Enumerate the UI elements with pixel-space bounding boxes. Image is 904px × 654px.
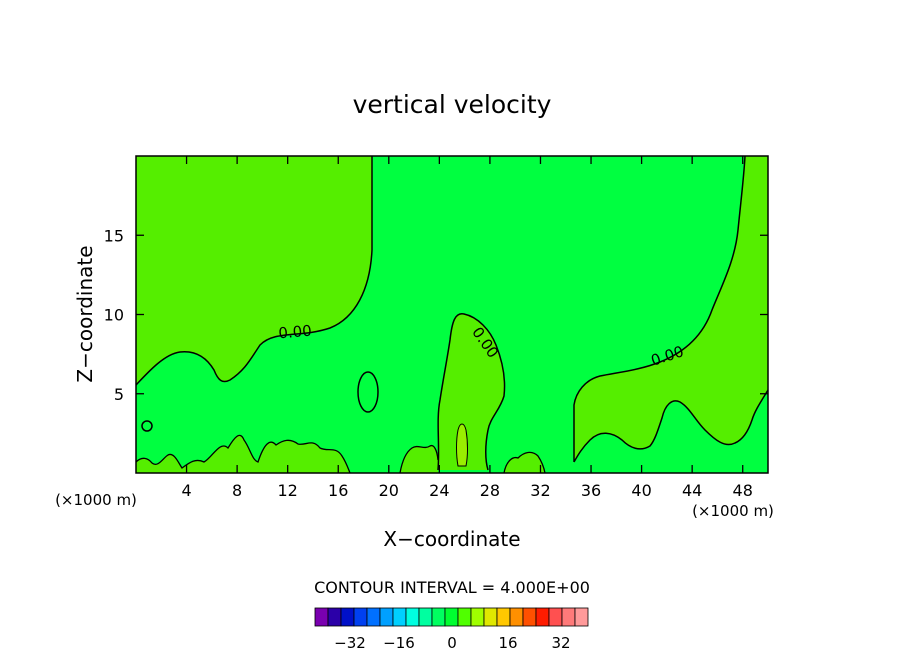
positive-plume-center — [438, 313, 505, 470]
colorbar-swatch — [509, 607, 524, 627]
contour-line-lower-center — [399, 444, 439, 474]
colorbar-tick-label: −16 — [383, 634, 415, 652]
x-tick-label: 16 — [328, 481, 348, 500]
colorbar-swatch — [483, 607, 498, 627]
colorbar-swatch — [340, 607, 355, 627]
colorbar-swatch — [470, 607, 485, 627]
x-tick-label: 48 — [733, 481, 753, 500]
colorbar-swatch — [392, 607, 407, 627]
colorbar-tick-label: −32 — [334, 634, 366, 652]
colorbar-tick-label: 32 — [551, 634, 570, 652]
colorbar-swatch — [327, 607, 342, 627]
colorbar-swatch — [405, 607, 420, 627]
small-positive-core — [456, 424, 468, 466]
colorbar-swatch — [418, 607, 433, 627]
contour-line-core — [456, 423, 468, 467]
x-tick-label: 32 — [530, 481, 550, 500]
y-tick-label: 15 — [104, 226, 124, 245]
colorbar-swatch — [431, 607, 446, 627]
colorbar-ticks: −32 −16 0 16 32 — [334, 634, 570, 652]
colorbar-swatch — [561, 607, 576, 627]
colorbar-swatch — [548, 607, 563, 627]
contour-closed-ellipse — [357, 371, 379, 413]
y-ticks: 5 10 15 — [104, 226, 768, 404]
colorbar-swatch — [522, 607, 537, 627]
chart-title: vertical velocity — [353, 90, 552, 119]
x-tick-label: 44 — [682, 481, 702, 500]
x-axis-label: X−coordinate — [383, 527, 520, 551]
colorbar-swatch — [457, 607, 472, 627]
y-tick-label: 10 — [104, 306, 124, 325]
colorbar-tick-label: 16 — [498, 634, 517, 652]
x-tick-label: 20 — [379, 481, 399, 500]
contour-interval: CONTOUR INTERVAL = 4.000E+00 — [314, 578, 590, 597]
contour-line-lower-center-2 — [503, 451, 546, 474]
x-tick-label: 36 — [581, 481, 601, 500]
x-tick-label: 24 — [429, 481, 449, 500]
x-tick-label: 28 — [480, 481, 500, 500]
x-ticks: 4 8 12 16 20 24 28 32 36 40 44 48 — [181, 156, 753, 500]
colorbar-swatch — [535, 607, 550, 627]
contour-small-ring — [141, 420, 153, 432]
x-unit-right: (×1000 m) — [692, 502, 774, 520]
contour-line-lower-left — [135, 434, 351, 474]
colorbar-swatch — [366, 607, 381, 627]
contour-line-upper-left — [135, 156, 373, 386]
x-tick-label: 12 — [278, 481, 298, 500]
x-tick-label: 8 — [232, 481, 242, 500]
positive-region-lower-center — [400, 445, 438, 473]
positive-region-upper-right — [574, 156, 768, 462]
colorbar-swatch — [379, 607, 394, 627]
x-unit-left: (×1000 m) — [55, 491, 137, 509]
positive-region-upper-left — [136, 156, 372, 385]
contour-line-plume — [437, 313, 506, 471]
colorbar-swatch — [353, 607, 368, 627]
contour-lines — [135, 155, 769, 474]
y-axis-label: Z−coordinate — [73, 245, 97, 382]
positive-region-lower-center-2 — [504, 452, 545, 473]
colorbar-swatch — [444, 607, 459, 627]
contour-label-1: 0.00 — [278, 322, 313, 343]
colorbar-swatch — [314, 607, 329, 627]
y-tick-label: 5 — [114, 385, 124, 404]
colorbar-swatch — [496, 607, 511, 627]
colorbar-swatch — [574, 607, 589, 627]
x-tick-label: 4 — [181, 481, 191, 500]
x-tick-label: 40 — [631, 481, 651, 500]
colorbar — [314, 607, 589, 627]
plot-area: 0.00 0.00 0.00 4 8 12 16 20 24 28 32 36 40 44 48 51… — [104, 155, 769, 500]
colorbar-tick-label: 0 — [447, 634, 457, 652]
contour-line-upper-right — [573, 155, 769, 463]
